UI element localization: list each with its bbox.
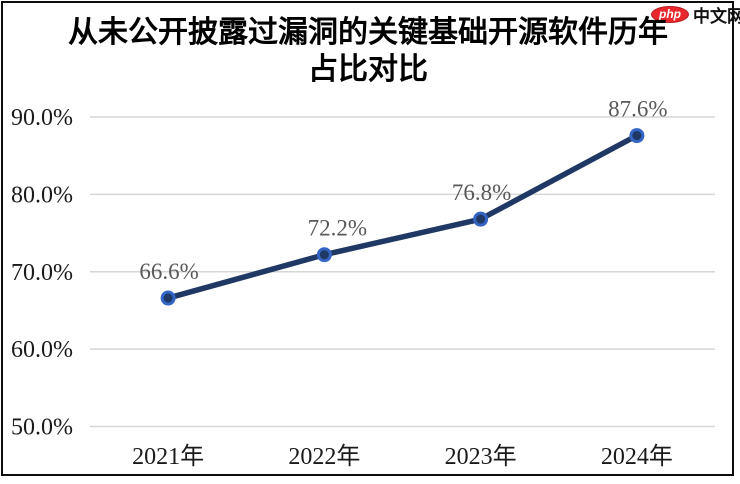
php-logo-badge-icon: php [651,6,689,23]
y-tick-label: 50.0% [11,415,73,441]
data-point-marker [160,290,176,306]
y-tick-label: 60.0% [11,337,73,363]
series-line [165,132,640,301]
data-label: 72.2% [308,216,367,241]
chart-title-line-2: 占比对比 [308,53,428,86]
x-tick-label: 2021年 [132,443,204,470]
php-chinese-site-logo: php 中文网 [651,2,740,27]
data-point-marker [316,247,332,263]
data-label: 87.6% [608,97,667,122]
y-tick-label: 70.0% [11,260,73,286]
data-label: 66.6% [139,259,198,284]
data-point-marker [629,128,645,144]
php-logo-text: 中文网 [693,7,740,26]
x-tick-label: 2024年 [601,443,673,470]
chart-title: 从未公开披露过漏洞的关键基础开源软件历年 占比对比 [0,14,736,88]
image-border-frame [1,1,734,476]
data-point-marker [473,211,489,227]
x-tick-label: 2023年 [445,443,517,470]
y-tick-label: 80.0% [11,182,73,208]
x-tick-label: 2022年 [288,443,360,470]
y-tick-label: 90.0% [11,105,73,131]
data-label: 76.8% [452,180,511,205]
chart-title-line-1: 从未公开披露过漏洞的关键基础开源软件历年 [68,16,668,49]
